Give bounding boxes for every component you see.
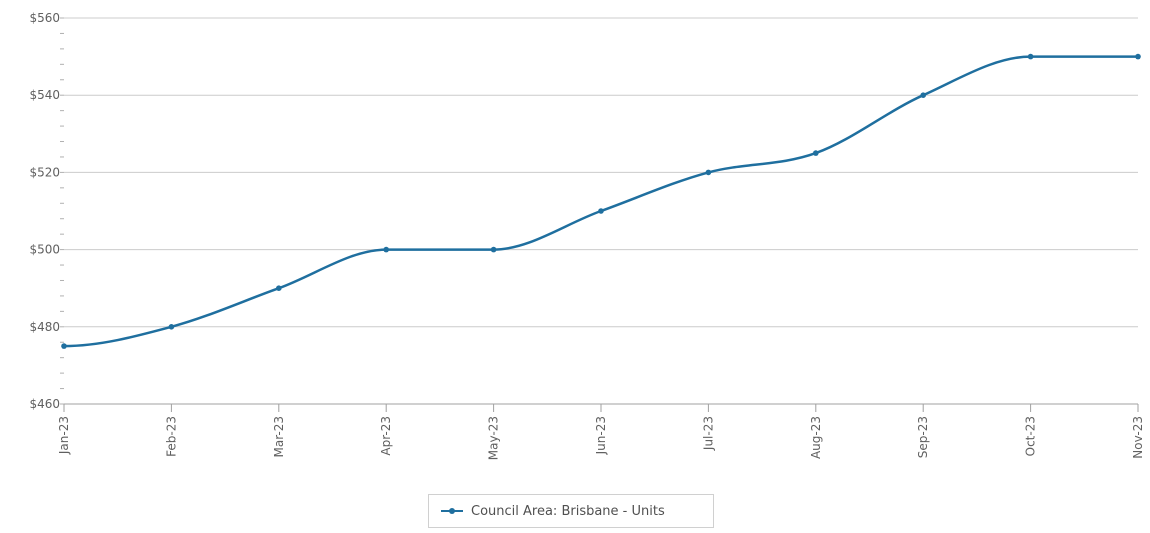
series <box>61 53 1141 349</box>
y-tick-label: $460 <box>29 397 60 411</box>
data-point <box>276 285 282 292</box>
x-tick-label: Sep-23 <box>916 416 930 458</box>
data-point <box>61 343 67 349</box>
x-tick-label: Jul-23 <box>701 416 715 451</box>
x-tick-label: Apr-23 <box>379 416 393 456</box>
y-tick-label: $540 <box>29 88 60 102</box>
data-point <box>705 169 712 176</box>
data-point <box>490 246 497 253</box>
x-tick-label: Aug-23 <box>809 416 823 459</box>
y-tick-label: $560 <box>29 11 60 25</box>
x-tick-label: Jan-23 <box>57 416 71 455</box>
series-line <box>63 55 1138 348</box>
data-point <box>1135 53 1141 60</box>
data-point <box>920 92 926 98</box>
x-axis: Jan-23 Feb-23 Mar-23 Apr-23 May-23 Jun-23 Jul-… <box>57 403 1145 460</box>
y-tick-label: $500 <box>29 243 60 257</box>
y-axis: $460 $480 $500 $520 $540 $560 <box>29 11 60 411</box>
data-point <box>168 324 175 330</box>
data-point <box>813 150 819 156</box>
legend-label: Council Area: Brisbane - Units <box>471 503 665 519</box>
x-tick-label: Feb-23 <box>164 416 178 457</box>
x-tick-label: Mar-23 <box>272 416 286 457</box>
legend-line-icon <box>441 504 467 518</box>
x-tick-label: Jun-23 <box>594 416 608 455</box>
data-point <box>1027 53 1034 60</box>
x-tick-label: Nov-23 <box>1131 416 1145 459</box>
x-tick-label: May-23 <box>487 416 501 460</box>
data-point <box>598 208 604 214</box>
y-tick-label: $520 <box>29 165 60 179</box>
y-minor-ticks <box>60 17 64 405</box>
x-tick-label: Oct-23 <box>1024 416 1038 456</box>
y-tick-label: $480 <box>29 320 60 334</box>
legend[interactable]: Council Area: Brisbane - Units <box>428 494 714 528</box>
data-point <box>383 246 390 253</box>
